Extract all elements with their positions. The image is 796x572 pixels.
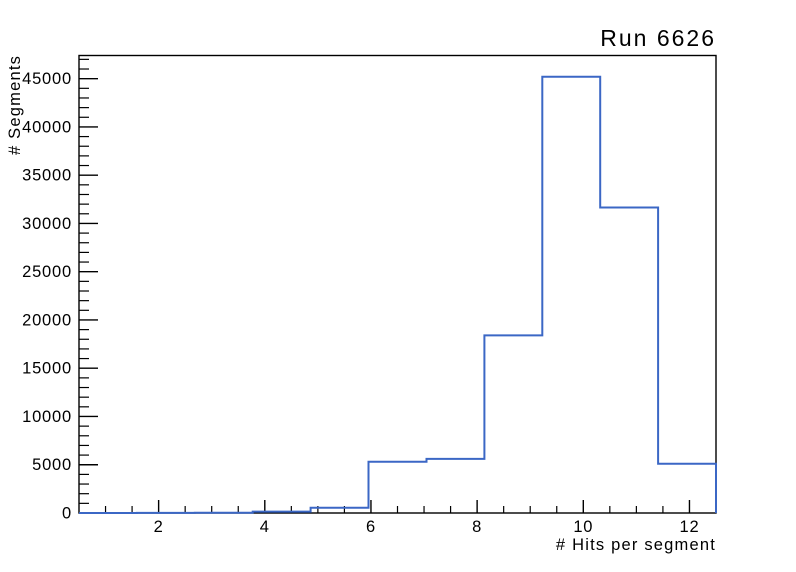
y-axis-title: # Segments [6,55,24,155]
y-tick-label: 10000 [22,408,72,426]
y-tick-label: 25000 [22,263,72,281]
y-tick-label: 35000 [22,167,72,185]
chart-title: Run 6626 [600,25,716,51]
x-axis-minor-ticks [104,506,664,513]
y-axis-tick-labels: 0 5000 10000 15000 20000 25000 30000 35000 40000… [22,70,72,523]
y-tick-label: 45000 [22,70,72,88]
x-tick-label: 4 [260,518,270,536]
x-tick-label: 10 [573,518,593,536]
histogram-step-line [79,75,717,514]
x-tick-label: 8 [472,518,482,536]
y-axis-major-ticks [79,77,98,514]
x-axis-tick-labels: 2 4 6 8 10 12 [154,518,699,536]
x-tick-label: 6 [366,518,376,536]
x-axis-title: # Hits per segment [556,536,716,554]
y-tick-label: 0 [62,505,72,523]
y-axis-minor-ticks [79,58,89,504]
y-tick-label: 30000 [22,215,72,233]
y-tick-label: 15000 [22,360,72,378]
y-tick-label: 20000 [22,311,72,329]
y-tick-label: 5000 [32,456,72,474]
y-tick-label: 40000 [22,118,72,136]
x-tick-label: 12 [679,518,699,536]
plot-frame [78,54,717,514]
x-tick-label: 2 [154,518,164,536]
